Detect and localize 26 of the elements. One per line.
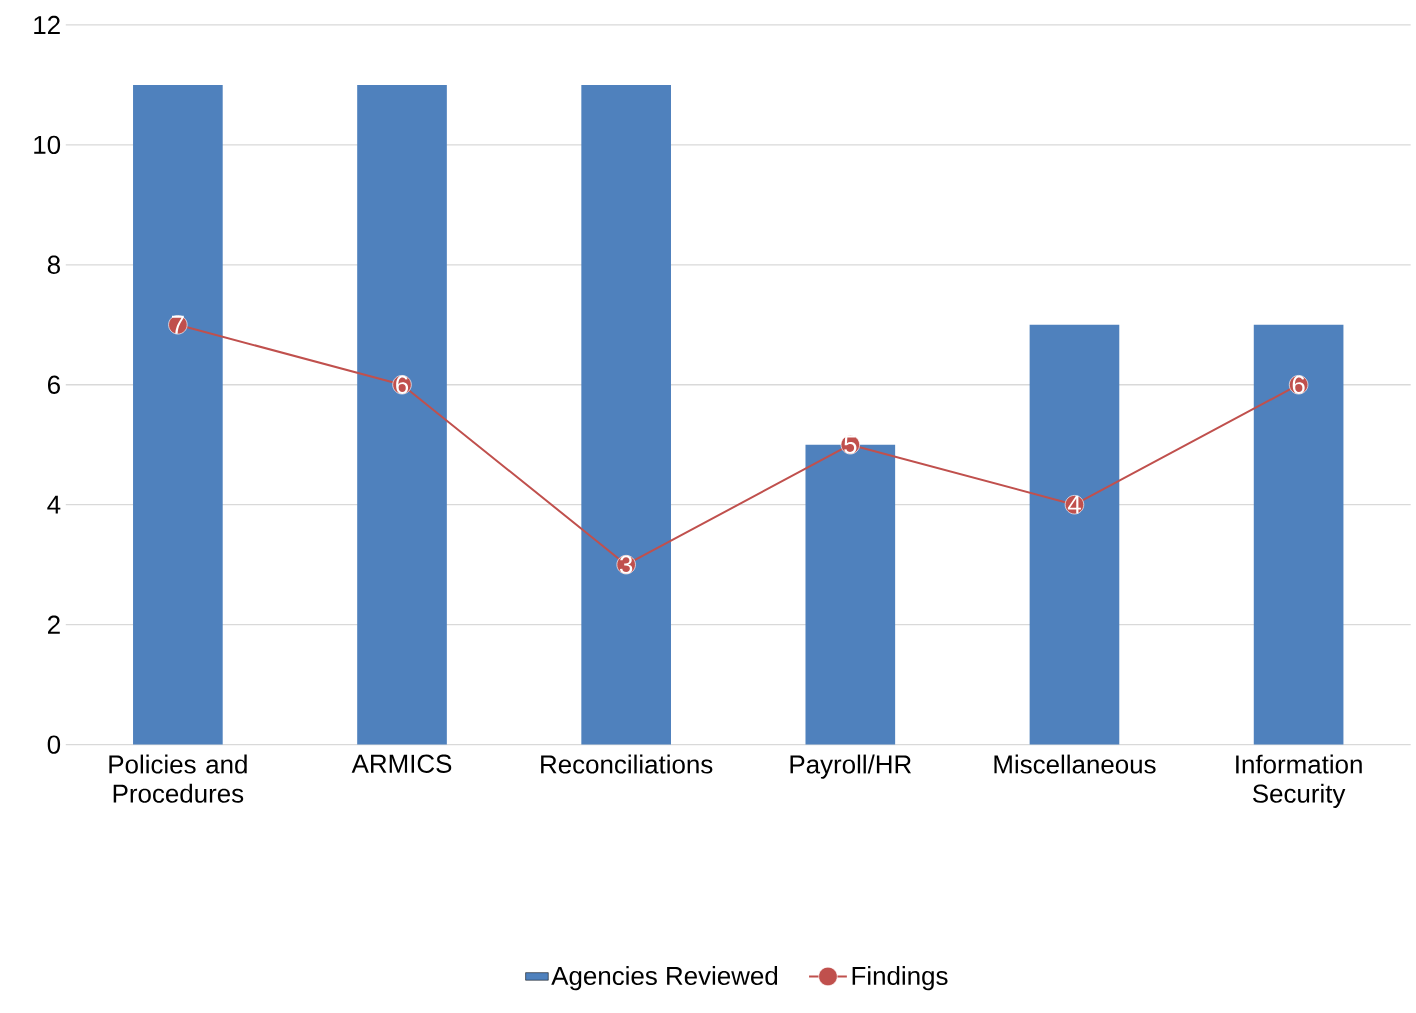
data-label: 5 — [844, 435, 857, 454]
y-tick-label: 2 — [48, 615, 60, 634]
x-tick-label: Miscellaneous — [994, 754, 1156, 774]
x-tick-label: Policies and Procedures — [109, 754, 247, 803]
y-tick-label: 10 — [34, 135, 61, 155]
bar — [133, 85, 223, 745]
data-label: 7 — [172, 316, 184, 334]
y-tick-label: 0 — [47, 735, 61, 754]
bar — [1029, 324, 1120, 745]
y-tick-label: 12 — [34, 16, 60, 35]
y-tick-label: 6 — [48, 375, 60, 395]
x-tick-label: ARMICS — [351, 754, 452, 774]
x-tick-label: Information Security — [1236, 754, 1362, 809]
bar — [1253, 324, 1344, 745]
bar — [581, 85, 671, 745]
x-tick-label: Payroll/HR — [790, 754, 912, 779]
x-tick-label: Reconciliations — [541, 754, 713, 774]
data-label: 4 — [1067, 495, 1081, 514]
data-label: 6 — [1292, 375, 1305, 395]
legend-label: Findings — [852, 966, 948, 991]
data-label: 6 — [396, 375, 409, 395]
y-tick-label: 4 — [47, 495, 61, 514]
data-label: 3 — [619, 555, 633, 574]
legend-label: Agencies Reviewed — [551, 966, 778, 991]
y-tick-label: 8 — [47, 255, 60, 275]
bar — [357, 85, 447, 745]
